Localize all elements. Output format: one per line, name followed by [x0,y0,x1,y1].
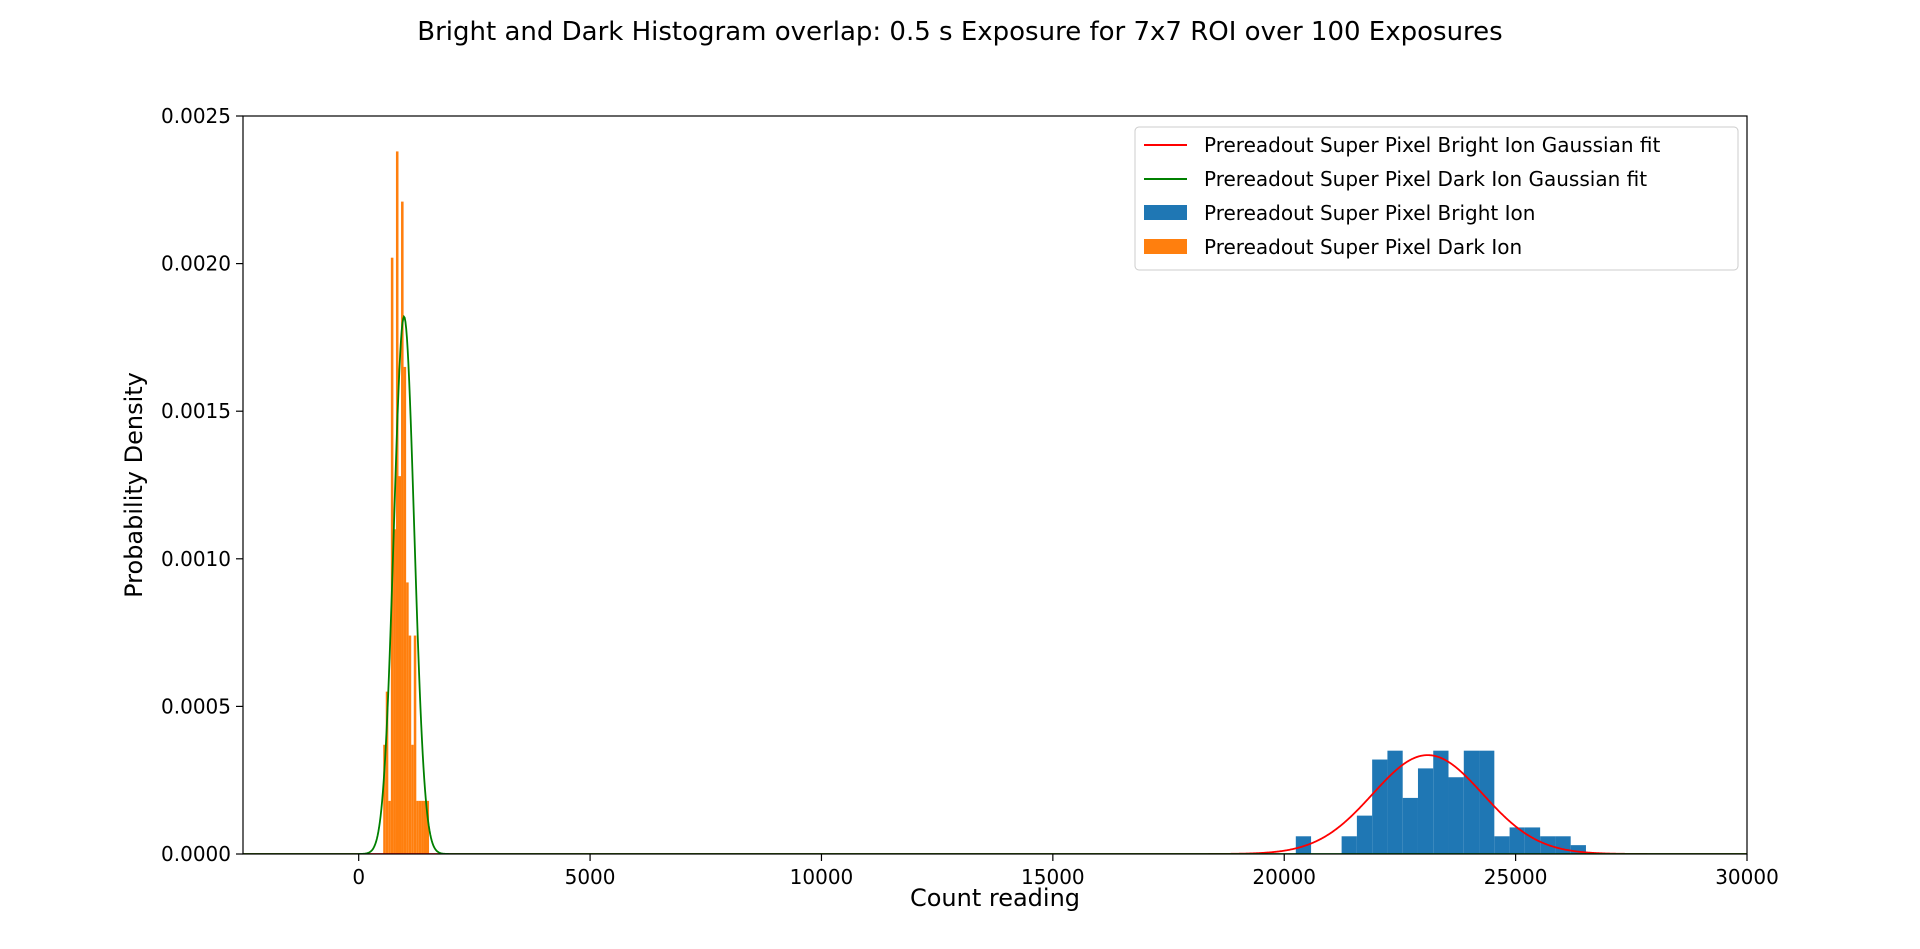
y-tick-label: 0.0000 [161,842,231,866]
histogram-bar-bright [1341,836,1357,854]
x-axis: 0 5000 10000 15000 20000 25000 30000 [352,854,1779,889]
histogram-bar-bright [1417,768,1434,854]
legend-label: Prereadout Super Pixel Dark Ion [1204,235,1522,259]
x-tick-label: 10000 [790,865,854,889]
histogram-bar-bright [1402,797,1418,854]
histogram-bar-bright [1295,836,1312,854]
fit-line-bright [243,754,1747,854]
y-axis: 0.0000 0.0005 0.0010 0.0015 0.0020 0.0025 [161,104,243,866]
histogram-bar-bright [1387,750,1403,854]
histogram-bar-bright [1433,750,1449,854]
histogram-bar-bright [1570,845,1586,854]
histogram-bar-dark [418,800,422,854]
legend-swatch [1144,239,1187,254]
y-tick-label: 0.0025 [161,104,231,128]
histogram-bar-dark [383,744,386,854]
x-tick-label: 15000 [1021,865,1085,889]
y-tick-label: 0.0005 [161,694,231,718]
histogram-bar-dark [395,151,399,854]
y-tick-label: 0.0015 [161,399,231,423]
x-axis-label: Count reading [910,884,1080,912]
histogram-bar-dark [401,201,404,854]
histogram-bar-dark [403,366,407,854]
histogram-bar-dark [416,800,419,854]
histogram-bar-bright [1463,750,1480,854]
legend-label: Prereadout Super Pixel Bright Ion Gaussi… [1204,133,1660,157]
histogram-bar-dark [388,800,391,854]
x-tick-label: 25000 [1484,865,1548,889]
y-tick-label: 0.0010 [161,547,231,571]
histogram-bar-dark [398,476,402,854]
histogram-bar-dark [426,800,430,854]
chart-title: Bright and Dark Histogram overlap: 0.5 s… [417,17,1502,47]
legend-label: Prereadout Super Pixel Dark Ion Gaussian… [1204,167,1647,191]
x-tick-label: 5000 [565,865,616,889]
legend: Prereadout Super Pixel Bright Ion Gaussi… [1134,126,1739,271]
plot-frame [242,115,1748,855]
histogram-bar-bright [1479,750,1495,854]
histogram-bar-dark [421,800,424,854]
histogram-bar-dark [406,582,409,854]
x-tick-label: 0 [352,865,365,889]
histogram-bars [383,151,1586,854]
histogram-bar-bright [1356,815,1373,854]
y-tick-label: 0.0020 [161,252,231,276]
histogram-bar-dark [411,744,414,854]
histogram-bar-dark [423,800,427,854]
legend-box [1134,126,1739,271]
histogram-bar-bright [1524,827,1541,854]
histogram-bar-dark [408,635,412,854]
y-axis-label: Probability Density [120,372,148,598]
histogram-bar-dark [385,691,389,854]
histogram-bar-bright [1448,777,1464,854]
histogram-bar-bright [1494,836,1510,854]
histogram-bar-bright [1555,836,1571,854]
histogram-bar-bright [1509,827,1525,854]
histogram-bar-dark [393,529,396,854]
legend-label: Prereadout Super Pixel Bright Ion [1204,201,1535,225]
x-tick-label: 20000 [1252,865,1316,889]
fit-lines [243,314,1747,854]
legend-swatch [1144,205,1187,220]
x-tick-label: 30000 [1715,865,1779,889]
histogram-bar-dark [413,635,417,854]
histogram-bar-bright [1372,759,1388,854]
